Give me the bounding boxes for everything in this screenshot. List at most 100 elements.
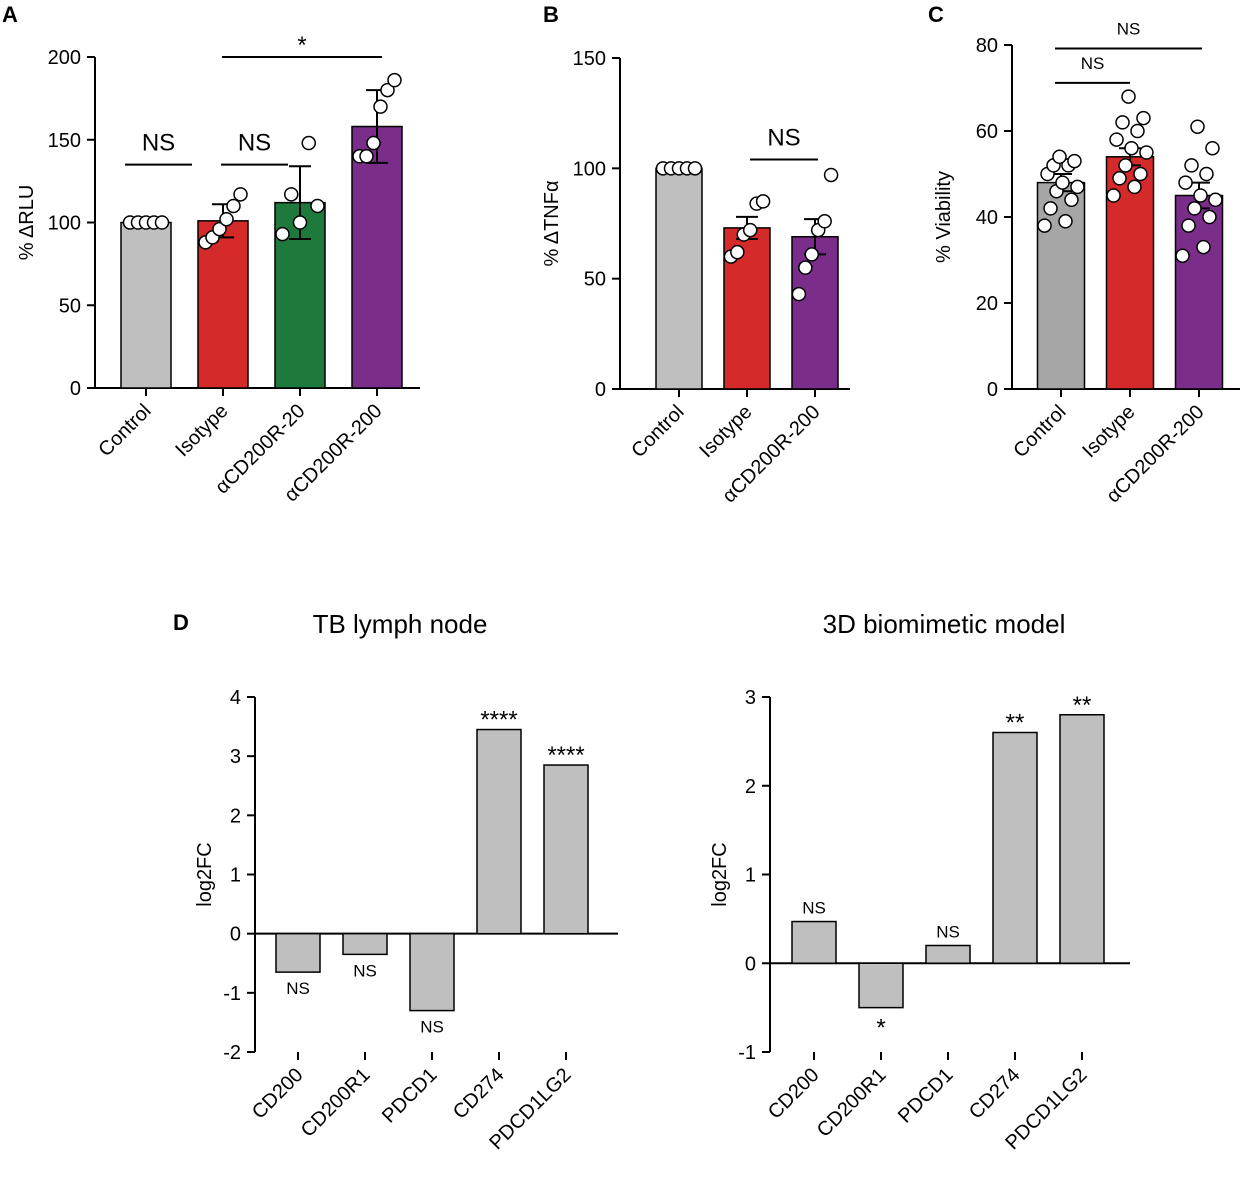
panel-4-x-tick-label: CD200R1 (297, 1064, 375, 1142)
panel-4-y-tick-label: -1 (223, 983, 241, 1005)
panel-3-data-point (1043, 201, 1058, 216)
panel-3-data-point (1067, 153, 1082, 169)
panel-5-bar (925, 944, 971, 964)
panel-4-y-tick-label: 2 (230, 805, 241, 827)
panel-2-data-point (804, 247, 820, 262)
panel-2-x-tick-label: Isotype (695, 401, 756, 462)
panel-3-letter: C (928, 2, 944, 27)
panel-2-y-tick-label: 0 (595, 379, 606, 401)
panel-2-bracket-label: NS (767, 125, 800, 152)
panel-2-bar (655, 167, 703, 390)
panel-4-y-tick-label: 1 (230, 865, 241, 887)
panel-2-data-point (730, 244, 745, 260)
panel-4-significance-label: NS (353, 961, 377, 980)
panel-5-significance-label: NS (802, 899, 826, 918)
panel-3-data-point (1052, 149, 1067, 165)
panel-3-data-point (1124, 140, 1139, 156)
panel-5-x-tick-label: PDCD1 (894, 1064, 957, 1127)
panel-4-bar (409, 932, 455, 1012)
panel-2-letter: B (543, 2, 559, 27)
panel-3-bracket-label: NS (1081, 54, 1105, 73)
panel-3-data-point (1133, 166, 1148, 182)
panel-3-data-point (1121, 89, 1136, 104)
panel-4-letter: D (173, 610, 189, 635)
panel-4-significance-label: **** (547, 742, 584, 769)
panel-1-bracket-label: NS (238, 130, 271, 157)
panel-3-data-point (1199, 166, 1214, 182)
panel-2-data-point (817, 214, 832, 229)
panel-5-y-tick-label: 1 (745, 865, 756, 887)
panel-3-data-point (1196, 239, 1211, 255)
panel-5-significance-label: * (876, 1015, 885, 1042)
panel-1-data-point (284, 187, 299, 202)
panel-1-data-point (212, 221, 227, 237)
panel-1-data-point (359, 149, 374, 164)
panel-5-y-tick-label: 2 (745, 776, 756, 798)
panel-4-y-tick-label: 0 (230, 924, 241, 946)
panel-3-data-point (1193, 188, 1208, 203)
panel-3-data-point (1139, 145, 1154, 160)
panel-3-x-tick-label: Isotype (1078, 401, 1139, 462)
panel-3-bar (1036, 181, 1086, 390)
panel-1-data-point (292, 215, 308, 230)
panel-3-data-point (1106, 188, 1121, 203)
panel-1-y-tick-label: 50 (59, 295, 81, 317)
panel-1-bracket-label: * (297, 32, 306, 59)
panel-1-y-tick-label: 0 (70, 378, 81, 400)
panel-4-significance-label: **** (480, 707, 517, 734)
panel-3-data-point (1205, 140, 1220, 156)
panel-3-data-point (1175, 248, 1190, 263)
panel-1-data-point (301, 135, 316, 151)
panel-4-bar (543, 764, 589, 935)
panel-1-data-point (310, 198, 325, 214)
panel-5-bar (992, 731, 1038, 964)
panel-1-bar (120, 221, 172, 389)
panel-3-y-tick-label: 60 (976, 121, 998, 143)
panel-2-y-tick-label: 150 (573, 48, 606, 70)
panel-5-y-tick-label: 3 (745, 687, 756, 709)
panel-3-data-point (1136, 110, 1151, 126)
panel-2-data-point (742, 222, 758, 238)
panel-1-data-point (366, 135, 381, 151)
panel-5-x-tick-label: CD274 (965, 1064, 1025, 1124)
panel-2-x-tick-label: Control (627, 401, 688, 462)
panel-3-data-point (1118, 158, 1133, 173)
panel-1-bar (351, 125, 403, 389)
panel-3-data-point (1109, 132, 1124, 147)
panel-1-data-point (387, 72, 402, 88)
panel-5-title: 3D biomimetic model (823, 609, 1066, 639)
panel-5-bar (1059, 714, 1105, 964)
panel-1-y-tick-label: 150 (48, 130, 81, 152)
panel-4-title: TB lymph node (313, 609, 488, 639)
panel-2-data-point (823, 167, 839, 183)
panel-4-y-tick-label: 3 (230, 746, 241, 768)
panel-5-significance-label: ** (1073, 692, 1092, 719)
panel-3-data-point (1181, 218, 1196, 233)
panel-3-y-tick-label: 20 (976, 293, 998, 315)
panel-2-data-point (687, 161, 703, 176)
panel-1-data-point (226, 198, 241, 214)
panel-2-y-label: % ΔTNFα (541, 180, 563, 266)
panel-3-data-point (1208, 192, 1223, 208)
panel-1-data-point (154, 215, 170, 230)
panel-2-bar (791, 235, 839, 390)
panel-5-bar (791, 920, 837, 964)
panel-5-x-tick-label: CD200R1 (813, 1064, 891, 1142)
panel-3-data-point (1190, 119, 1205, 134)
panel-3-y-tick-label: 80 (976, 35, 998, 57)
panel-4-significance-label: NS (420, 1018, 444, 1037)
panel-3-data-point (1130, 123, 1145, 139)
panel-1-data-point (380, 82, 395, 98)
panel-1-data-point (219, 211, 234, 227)
panel-4-significance-label: NS (286, 979, 310, 998)
panel-3-data-point (1064, 192, 1079, 208)
panel-3-data-point (1055, 175, 1070, 190)
panel-5-x-tick-label: CD200 (764, 1064, 824, 1124)
panel-3-data-point (1058, 214, 1073, 229)
panel-3-data-point (1187, 201, 1202, 216)
panel-3-y-label: % Viability (933, 171, 955, 263)
panel-5-significance-label: ** (1006, 710, 1025, 737)
panel-5-significance-label: NS (936, 923, 960, 942)
panel-3-data-point (1112, 171, 1127, 186)
